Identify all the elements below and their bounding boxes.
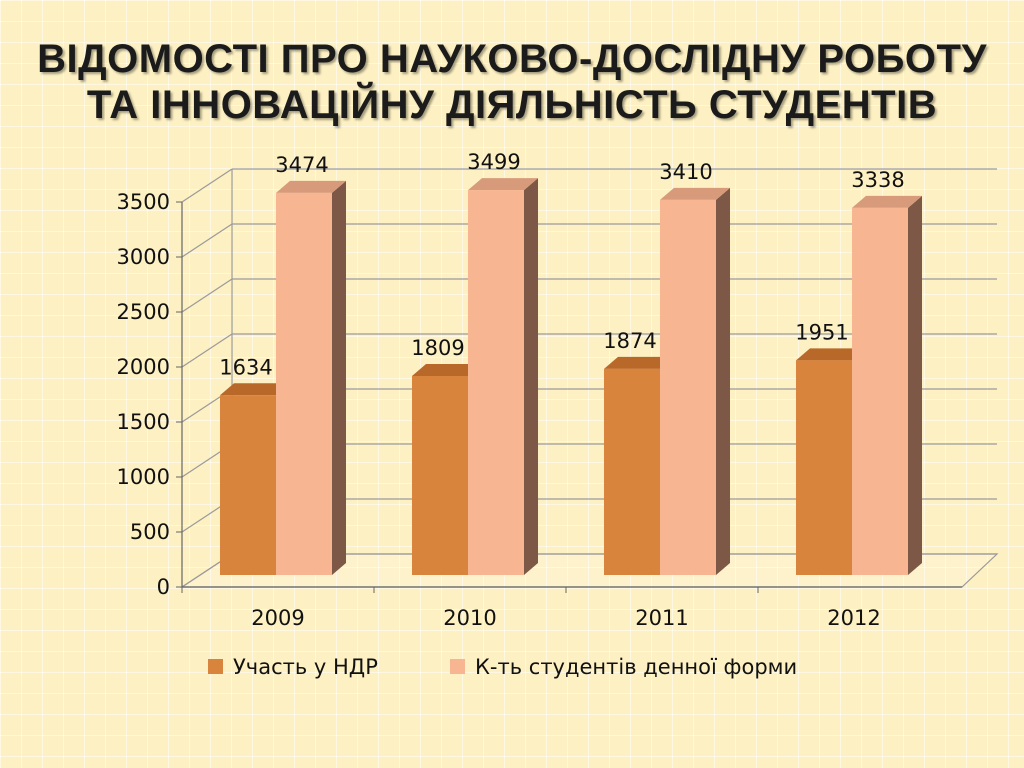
bar-front [660,199,716,575]
bar-top [412,364,482,377]
y-tick-label: 2500 [117,300,170,324]
data-label: 3338 [851,168,904,192]
bar-top [852,195,922,208]
title-line-1: ВІДОМОСТІ ПРО НАУКОВО-ДОСЛІДНУ РОБОТУ [37,37,987,81]
bars [220,178,922,576]
bar-front [604,368,660,575]
bar-front [796,360,852,575]
bar-front [468,190,524,576]
y-tick-label: 1000 [117,465,170,489]
data-label: 3410 [659,160,712,184]
bar-top [276,180,346,193]
data-label: 3474 [275,153,328,177]
bar-side [908,195,922,575]
bar-students-2011 [660,187,730,575]
bar-front [276,192,332,576]
page-title: ВІДОМОСТІ ПРО НАУКОВО-ДОСЛІДНУ РОБОТУ ТА… [0,36,1024,128]
gridline-diagonal [181,168,233,203]
data-label: 1634 [219,355,272,379]
x-tick-label: 2011 [635,606,688,630]
y-tick-label: 0 [157,575,170,599]
title-line-2: ТА ІННОВАЦІЙНУ ДІЯЛЬНІСТЬ СТУДЕНТІВ [86,83,938,127]
bar-students-2010 [468,178,538,576]
bar-top [660,187,730,200]
y-tick-label: 500 [130,520,170,544]
bar-side [332,180,346,576]
x-tick-label: 2012 [827,606,880,630]
legend-swatch [208,659,223,674]
x-tick-label: 2009 [251,606,304,630]
bar-front [852,207,908,575]
x-tick-label: 2010 [443,606,496,630]
bar-front [220,395,276,575]
bar-students-2012 [852,195,922,575]
bar-front [412,376,468,575]
legend-label: Участь у НДР [233,655,378,679]
bar-side [716,187,730,575]
legend-item-ndr: Участь у НДР [208,655,378,679]
legend-item-students: К-ть студентів денної форми [450,655,797,679]
legend-label: К-ть студентів денної форми [475,655,797,679]
data-labels: 1634 3474 1809 3499 1874 3410 1951 3338 [219,150,904,379]
y-tick-label: 2000 [117,355,170,379]
y-tick-label: 3000 [117,245,170,269]
gridline-diagonal [181,278,233,313]
bar-top [796,348,866,361]
data-label: 1951 [795,320,848,344]
legend: Участь у НДР К-ть студентів денної форми [208,655,797,679]
bar-top [604,356,674,369]
bar-side [524,178,538,576]
gridline-diagonal [181,223,233,258]
y-tick-label: 3500 [117,190,170,214]
bar-students-2009 [276,180,346,576]
y-tick-label: 1500 [117,410,170,434]
bar-top [468,178,538,191]
data-label: 1809 [411,336,464,360]
data-label: 3499 [467,150,520,174]
bar-top [220,383,290,396]
gridline-diagonal [181,333,233,368]
legend-swatch [450,659,465,674]
data-label: 1874 [603,329,656,353]
axes: 0 500 1000 1500 2000 2500 3000 3500 2009 2010 2011… [117,190,962,630]
